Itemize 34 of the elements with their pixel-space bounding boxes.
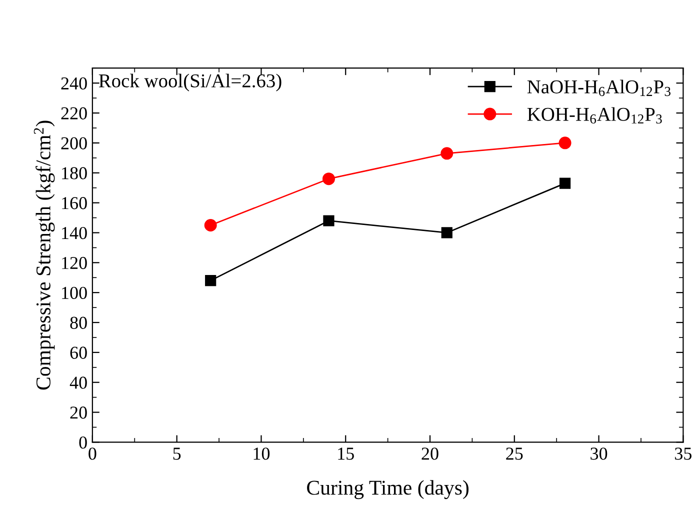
y-axis-title: Compressive Strength (kgf/cm$^{2}$): [34, 120, 55, 390]
y-tick-label: 120: [62, 256, 87, 270]
point: [441, 227, 452, 238]
y-tick-label: 80: [70, 316, 87, 329]
y-tick-label: 140: [62, 226, 87, 240]
annotation: Rock wool(Si/Al=2.63): [98, 74, 282, 92]
legend-label: NaOH-H$_{6}$AlO$_{12}$P$_{3}$: [527, 80, 670, 96]
y-tick-label: 60: [70, 346, 87, 359]
y-tick-label: 180: [62, 167, 87, 180]
x-tick-label: 0: [88, 448, 96, 460]
point: [440, 147, 454, 160]
x-tick-label: 25: [506, 448, 523, 460]
y-tick-label: 240: [61, 77, 87, 90]
y-tick-label: 0: [79, 436, 87, 449]
x-tick-label: 30: [590, 448, 608, 460]
x-tick-label: 5: [173, 448, 181, 460]
legend-label: KOH-H$_{6}$AlO$_{12}$P$_{3}$: [527, 107, 662, 124]
x-tick-label: 15: [338, 448, 354, 460]
x-tick-label: 10: [254, 448, 270, 460]
x-axis-title: Curing Time (days): [307, 480, 469, 500]
y-tick-label: 20: [70, 406, 87, 419]
point: [558, 136, 572, 150]
point: [205, 275, 216, 286]
point: [323, 215, 334, 226]
point: [559, 178, 571, 189]
y-tick-label: 200: [61, 137, 87, 150]
y-tick-label: 100: [62, 286, 87, 300]
y-tick-label: 160: [62, 197, 87, 210]
x-tick-label: 35: [675, 448, 692, 460]
y-tick-label: 220: [61, 107, 87, 120]
point: [322, 172, 335, 186]
y-tick-label: 40: [70, 376, 87, 389]
x-tick-label: 20: [422, 448, 438, 460]
point: [204, 218, 217, 232]
